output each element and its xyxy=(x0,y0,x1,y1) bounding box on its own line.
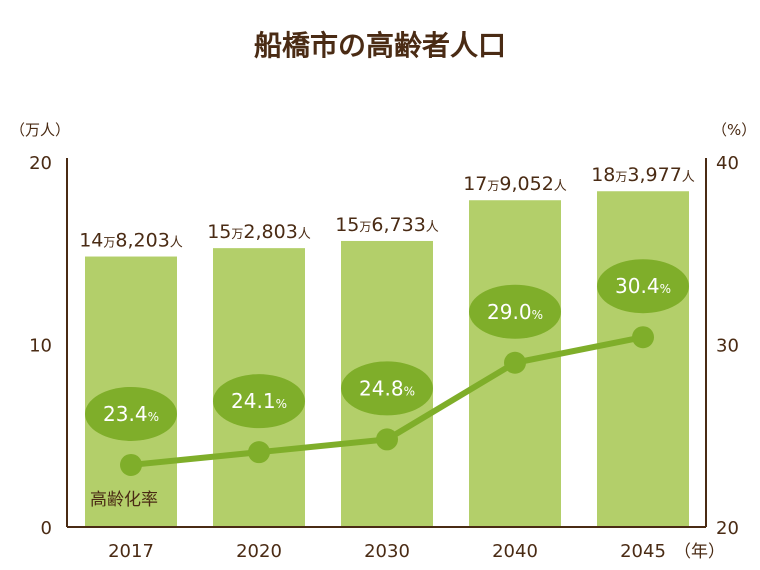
x-axis-unit: （年） xyxy=(674,542,725,562)
left-tick-10: 10 xyxy=(29,336,52,357)
aging-rate-bubble-2045 xyxy=(597,259,689,314)
right-axis-label: （%） xyxy=(712,121,756,139)
left-tick-0: 0 xyxy=(41,518,52,539)
left-axis-label: （万人） xyxy=(10,121,70,139)
x-tick-2020: 2020 xyxy=(236,541,282,562)
bar-value-label-2045: 18万3,977人 xyxy=(591,164,695,186)
aging-rate-bubble-2030 xyxy=(341,361,433,416)
aging-rate-series-label: 高齢化率 xyxy=(90,490,158,510)
x-tick-2040: 2040 xyxy=(492,541,538,562)
right-tick-30: 30 xyxy=(716,336,739,357)
right-tick-40: 40 xyxy=(716,153,739,174)
aging-rate-label-2045: 30.4% xyxy=(615,274,671,298)
bar-value-label-2020: 15万2,803人 xyxy=(207,221,311,243)
aging-rate-label-2040: 29.0% xyxy=(487,300,543,324)
bar-2045 xyxy=(597,191,689,527)
chart-title: 船橋市の高齢者人口 xyxy=(254,29,506,62)
x-tick-2030: 2030 xyxy=(364,541,410,562)
bar-value-label-2030: 15万6,733人 xyxy=(335,214,439,236)
aging-rate-bubble-2040 xyxy=(469,284,561,339)
x-tick-2017: 2017 xyxy=(108,541,154,562)
right-tick-20: 20 xyxy=(716,518,739,539)
bar-value-label-2040: 17万9,052人 xyxy=(463,173,567,195)
aging-rate-point-2017 xyxy=(120,453,142,476)
bar-value-label-2017: 14万8,203人 xyxy=(79,230,183,252)
aging-rate-point-2045 xyxy=(632,326,654,349)
left-tick-20: 20 xyxy=(29,153,52,174)
x-tick-2045: 2045 xyxy=(620,541,666,562)
aging-rate-label-2017: 23.4% xyxy=(103,402,159,426)
aging-rate-bubble-2017 xyxy=(85,386,177,441)
aging-rate-label-2030: 24.8% xyxy=(359,376,415,400)
aging-rate-point-2020 xyxy=(248,441,270,464)
aging-rate-point-2040 xyxy=(504,351,526,374)
aging-rate-point-2030 xyxy=(376,428,398,451)
aging-rate-bubble-2020 xyxy=(213,374,305,429)
aging-rate-label-2020: 24.1% xyxy=(231,389,287,413)
